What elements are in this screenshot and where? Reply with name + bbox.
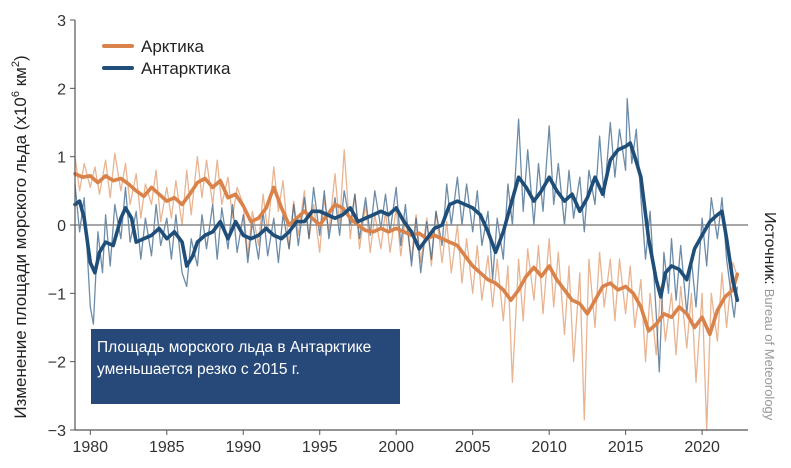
tick-labels-layer: 3 2 1 0 −1 −2 −3 1980 1985 1990 1995 2000 2005 2010 20… bbox=[48, 13, 720, 456]
y-tick-label: 1 bbox=[57, 150, 66, 167]
x-tick-label: 2020 bbox=[684, 439, 720, 456]
source-credit: Источник: Bureau of Meteorology bbox=[761, 212, 778, 421]
smoothed-lines-layer bbox=[73, 141, 740, 337]
x-tick-label: 2000 bbox=[378, 439, 414, 456]
source-value: Bureau of Meteorology bbox=[762, 289, 777, 421]
annotation-box: Площадь морского льда в Антарктике умень… bbox=[91, 329, 400, 404]
y-axis-label: Изменение площади морского льда (x106 км… bbox=[10, 55, 30, 418]
x-tick-label: 1980 bbox=[72, 439, 108, 456]
y-tick-label: 3 bbox=[57, 13, 66, 30]
axes-layer bbox=[70, 19, 748, 435]
annotation-line-2: уменьшается резко с 2015 г. bbox=[97, 361, 300, 378]
y-tick-label: −3 bbox=[48, 423, 66, 440]
y-tick-label: −2 bbox=[48, 355, 66, 372]
monthly-lines-layer bbox=[74, 97, 738, 431]
smoothed-line-antarctic bbox=[73, 141, 740, 303]
legend-label-antarctic: Антарктика bbox=[141, 59, 231, 78]
annotation-line-1: Площадь морского льда в Антарктике bbox=[97, 339, 372, 356]
source-label: Источник: bbox=[761, 212, 778, 285]
x-tick-label: 1995 bbox=[302, 439, 338, 456]
y-tick-label: −1 bbox=[48, 286, 66, 303]
x-tick-label: 2005 bbox=[455, 439, 491, 456]
y-tick-label: 0 bbox=[57, 218, 66, 235]
y-tick-label: 2 bbox=[57, 81, 66, 98]
monthly-line-arctic bbox=[74, 149, 738, 431]
legend-label-arctic: Арктика bbox=[141, 37, 205, 56]
legend: Арктика Антарктика bbox=[102, 37, 231, 78]
monthly-line-antarctic bbox=[74, 97, 738, 373]
x-tick-label: 1985 bbox=[149, 439, 185, 456]
x-tick-label: 2010 bbox=[531, 439, 567, 456]
x-tick-label: 1990 bbox=[225, 439, 261, 456]
x-tick-label: 2015 bbox=[608, 439, 644, 456]
smoothed-line-arctic bbox=[73, 172, 740, 337]
